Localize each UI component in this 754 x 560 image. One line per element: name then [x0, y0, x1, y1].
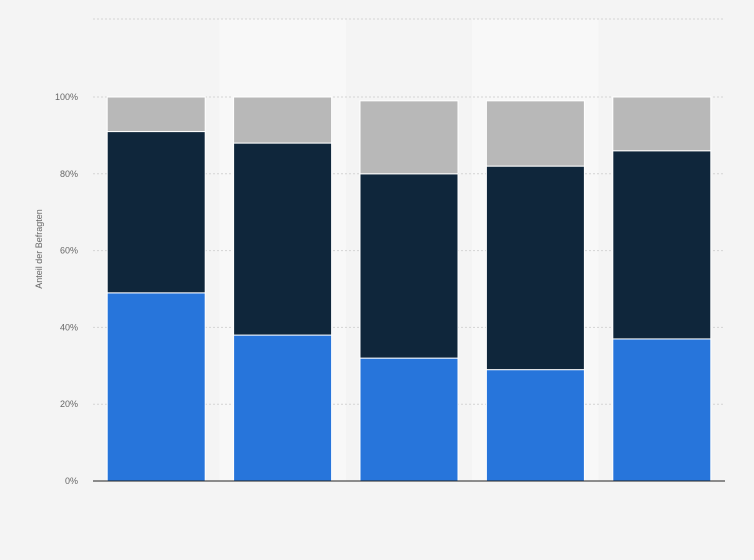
- bar-segment: [612, 96, 712, 152]
- bar-segment: [106, 292, 206, 482]
- y-tick-labels: 0% 20% 40% 60% 80% 100%: [55, 92, 78, 486]
- y-axis-label: Anteil der Befragten: [34, 209, 44, 289]
- bar-segment: [106, 96, 206, 133]
- y-tick-label: 100%: [55, 92, 78, 102]
- bar-segment: [612, 338, 712, 482]
- bar-segment: [485, 165, 585, 371]
- bar-segment: [233, 334, 333, 482]
- bar-segment: [612, 150, 712, 340]
- bar-segment: [106, 131, 206, 294]
- y-tick-label: 0%: [65, 476, 78, 486]
- bar-segment: [359, 173, 459, 359]
- y-tick-label: 20%: [60, 399, 78, 409]
- bar-segment: [359, 357, 459, 482]
- y-tick-label: 60%: [60, 246, 78, 256]
- bars: [106, 96, 712, 482]
- bar-segment: [359, 100, 459, 175]
- bar-segment: [485, 100, 585, 167]
- y-tick-label: 80%: [60, 169, 78, 179]
- bar-segment: [233, 96, 333, 144]
- bar-segment: [485, 369, 585, 482]
- y-tick-label: 40%: [60, 322, 78, 332]
- bar-segment: [233, 142, 333, 336]
